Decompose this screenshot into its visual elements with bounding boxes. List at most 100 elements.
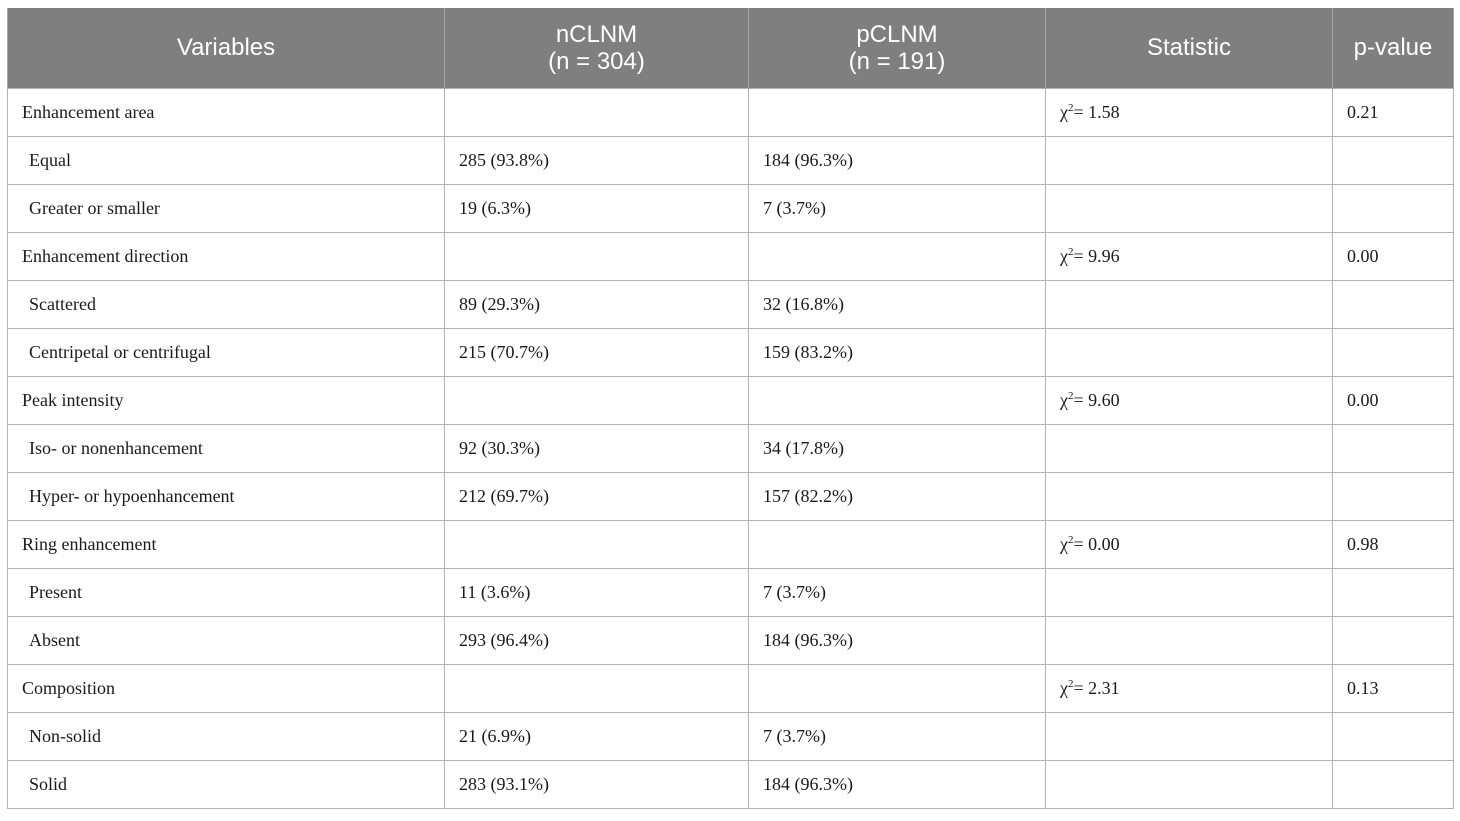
table-body: Enhancement area χ2= 1.58 0.21 Equal 285 (93… <box>7 87 1454 809</box>
chi-superscript: 2 <box>1068 245 1074 258</box>
pvalue-cell <box>1332 711 1454 761</box>
statistic-cell: χ2= 0.00 <box>1045 519 1333 569</box>
statistic-cell: χ2= 9.60 <box>1045 375 1333 425</box>
header-nclnm-n: (n = 304) <box>548 47 645 75</box>
pclnm-cell <box>748 375 1046 425</box>
pclnm-cell: 32 (16.8%) <box>748 279 1046 329</box>
variable-cell: Peak intensity <box>7 375 445 425</box>
nclnm-cell: 89 (29.3%) <box>444 279 749 329</box>
pclnm-cell: 184 (96.3%) <box>748 615 1046 665</box>
pvalue-cell <box>1332 567 1454 617</box>
nclnm-cell <box>444 375 749 425</box>
pvalue-cell: 0.21 <box>1332 87 1454 137</box>
nclnm-cell: 293 (96.4%) <box>444 615 749 665</box>
variable-cell: Iso- or nonenhancement <box>7 423 445 473</box>
statistic-cell <box>1045 423 1333 473</box>
statistic-cell <box>1045 471 1333 521</box>
pvalue-cell: 0.98 <box>1332 519 1454 569</box>
variable-cell: Non-solid <box>7 711 445 761</box>
header-pclnm-name: pCLNM <box>856 20 938 48</box>
nclnm-cell: 11 (3.6%) <box>444 567 749 617</box>
statistic-cell <box>1045 615 1333 665</box>
characteristics-table: Variables nCLNM (n = 304) pCLNM (n = 191… <box>7 8 1454 809</box>
table-row: Non-solid 21 (6.9%) 7 (3.7%) <box>7 711 1454 761</box>
table-row: Present 11 (3.6%) 7 (3.7%) <box>7 567 1454 617</box>
header-pclnm: pCLNM (n = 191) <box>748 8 1046 88</box>
chi-superscript: 2 <box>1068 533 1074 546</box>
pclnm-cell: 159 (83.2%) <box>748 327 1046 377</box>
statistic-value: = 1.58 <box>1073 101 1120 122</box>
table-row: Peak intensity χ2= 9.60 0.00 <box>7 375 1454 425</box>
statistic-value: = 0.00 <box>1073 533 1120 554</box>
table-row: Enhancement area χ2= 1.58 0.21 <box>7 87 1454 137</box>
nclnm-cell: 215 (70.7%) <box>444 327 749 377</box>
pvalue-cell <box>1332 279 1454 329</box>
pclnm-cell <box>748 663 1046 713</box>
variable-cell: Greater or smaller <box>7 183 445 233</box>
statistic-cell: χ2= 2.31 <box>1045 663 1333 713</box>
variable-cell: Scattered <box>7 279 445 329</box>
pvalue-cell <box>1332 135 1454 185</box>
statistic-cell: χ2= 1.58 <box>1045 87 1333 137</box>
header-variables: Variables <box>7 8 445 88</box>
statistic-cell <box>1045 279 1333 329</box>
nclnm-cell <box>444 519 749 569</box>
pvalue-cell <box>1332 327 1454 377</box>
chi-symbol: χ <box>1060 245 1068 266</box>
variable-cell: Enhancement area <box>7 87 445 137</box>
pvalue-cell: 0.13 <box>1332 663 1454 713</box>
table-row: Absent 293 (96.4%) 184 (96.3%) <box>7 615 1454 665</box>
variable-cell: Hyper- or hypoenhancement <box>7 471 445 521</box>
pclnm-cell <box>748 519 1046 569</box>
table-header: Variables nCLNM (n = 304) pCLNM (n = 191… <box>7 8 1454 88</box>
statistic-cell <box>1045 759 1333 809</box>
table-row: Enhancement direction χ2= 9.96 0.00 <box>7 231 1454 281</box>
table-row: Scattered 89 (29.3%) 32 (16.8%) <box>7 279 1454 329</box>
header-row: Variables nCLNM (n = 304) pCLNM (n = 191… <box>7 8 1454 88</box>
pclnm-cell: 157 (82.2%) <box>748 471 1046 521</box>
chi-symbol: χ <box>1060 677 1068 698</box>
pclnm-cell: 7 (3.7%) <box>748 183 1046 233</box>
chi-superscript: 2 <box>1068 677 1074 690</box>
variable-cell: Composition <box>7 663 445 713</box>
nclnm-cell: 92 (30.3%) <box>444 423 749 473</box>
chi-symbol: χ <box>1060 101 1068 122</box>
table-row: Hyper- or hypoenhancement 212 (69.7%) 157 … <box>7 471 1454 521</box>
pclnm-cell <box>748 87 1046 137</box>
nclnm-cell: 19 (6.3%) <box>444 183 749 233</box>
table-row: Solid 283 (93.1%) 184 (96.3%) <box>7 759 1454 809</box>
statistic-cell <box>1045 135 1333 185</box>
statistic-value: = 9.96 <box>1073 245 1120 266</box>
pclnm-cell: 7 (3.7%) <box>748 567 1046 617</box>
variable-cell: Equal <box>7 135 445 185</box>
pvalue-cell <box>1332 183 1454 233</box>
statistic-cell: χ2= 9.96 <box>1045 231 1333 281</box>
nclnm-cell: 21 (6.9%) <box>444 711 749 761</box>
chi-symbol: χ <box>1060 389 1068 410</box>
pvalue-cell <box>1332 615 1454 665</box>
statistic-value: = 2.31 <box>1073 677 1120 698</box>
pclnm-cell: 184 (96.3%) <box>748 135 1046 185</box>
table-row: Ring enhancement χ2= 0.00 0.98 <box>7 519 1454 569</box>
variable-cell: Centripetal or centrifugal <box>7 327 445 377</box>
variable-cell: Present <box>7 567 445 617</box>
pclnm-cell <box>748 231 1046 281</box>
table-row: Equal 285 (93.8%) 184 (96.3%) <box>7 135 1454 185</box>
header-pvalue: p-value <box>1332 8 1454 88</box>
header-statistic: Statistic <box>1045 8 1333 88</box>
pclnm-cell: 7 (3.7%) <box>748 711 1046 761</box>
statistic-cell <box>1045 567 1333 617</box>
chi-symbol: χ <box>1060 533 1068 554</box>
nclnm-cell: 212 (69.7%) <box>444 471 749 521</box>
pclnm-cell: 34 (17.8%) <box>748 423 1046 473</box>
nclnm-cell <box>444 663 749 713</box>
statistic-cell <box>1045 327 1333 377</box>
table-row: Iso- or nonenhancement 92 (30.3%) 34 (17.8… <box>7 423 1454 473</box>
table-row: Greater or smaller 19 (6.3%) 7 (3.7%) <box>7 183 1454 233</box>
pvalue-cell <box>1332 471 1454 521</box>
variable-cell: Enhancement direction <box>7 231 445 281</box>
pvalue-cell <box>1332 423 1454 473</box>
table-row: Centripetal or centrifugal 215 (70.7%) 159… <box>7 327 1454 377</box>
nclnm-cell: 283 (93.1%) <box>444 759 749 809</box>
variable-cell: Ring enhancement <box>7 519 445 569</box>
